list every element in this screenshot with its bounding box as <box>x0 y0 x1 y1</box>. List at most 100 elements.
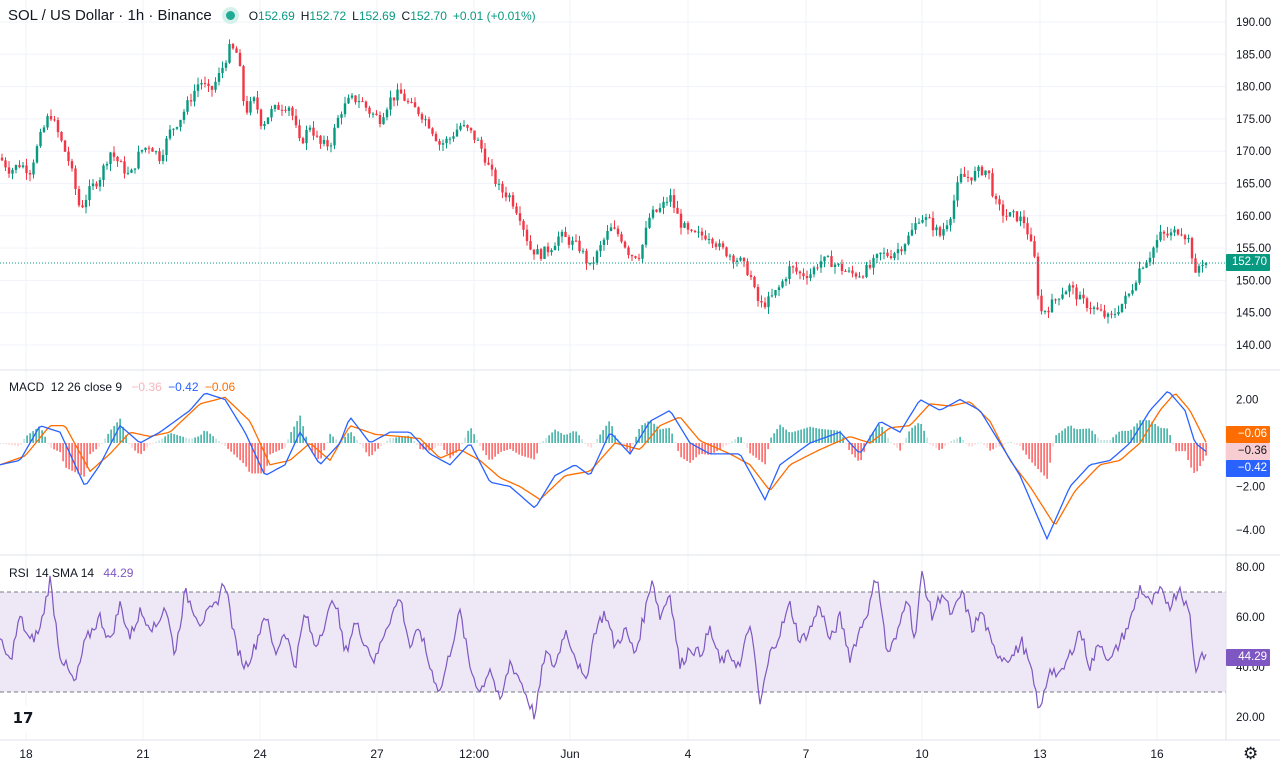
candle-body <box>53 119 56 121</box>
macd-hist-bar <box>44 436 46 443</box>
candle-body <box>613 227 616 229</box>
macd-hist-bar <box>824 429 826 443</box>
macd-hist-bar <box>881 426 883 443</box>
macd-hist-bar <box>533 443 535 460</box>
macd-legend[interactable]: MACD 12 26 close 9 −0.36 −0.42 −0.06 <box>9 380 235 394</box>
macd-hist-bar <box>92 443 94 452</box>
candle-body <box>130 169 133 173</box>
price-axis[interactable]: 190.00 185.00 180.00 175.00 170.00 165.00 160.… <box>1236 17 1271 352</box>
macd-hist-bar <box>419 443 421 450</box>
candle-body <box>392 97 396 101</box>
macd-hist-bar <box>311 443 313 453</box>
candle-body <box>819 261 823 268</box>
macd-hist-bar <box>308 443 310 448</box>
macd-hist-bar <box>1013 443 1015 444</box>
macd-hist-bar <box>1016 443 1018 445</box>
macd-hist-bar <box>704 443 706 455</box>
candle-body <box>623 241 627 248</box>
macd-hist-bar <box>1118 431 1120 443</box>
candle-body <box>602 239 606 246</box>
candle-body <box>718 243 721 247</box>
macd-hist-bar <box>638 428 640 443</box>
macd-hist-bar <box>392 437 394 443</box>
gear-icon[interactable]: ⚙ <box>1243 744 1259 763</box>
time-axis[interactable]: 18 21 24 27 12:00 Jun 4 7 10 13 16 <box>19 747 1164 761</box>
macd-hist-bar <box>869 435 871 443</box>
candle-body <box>903 244 907 252</box>
candle-body <box>294 115 298 126</box>
macd-hist-bar <box>659 429 661 443</box>
macd-hist-bar <box>911 427 913 443</box>
macd-hist-bar <box>1028 443 1030 460</box>
candle-body <box>1124 295 1127 304</box>
macd-hist-bar <box>455 443 457 453</box>
rsi-title: RSI <box>9 566 30 580</box>
macd-hist-bar <box>875 428 877 443</box>
candle-body <box>746 261 749 276</box>
candle-body <box>588 262 592 264</box>
candle-body <box>1078 294 1082 300</box>
candle-body <box>158 151 161 162</box>
macd-hist-bar <box>803 428 805 443</box>
symbol-title[interactable]: SOL / US Dollar · 1h · Binance <box>8 7 212 24</box>
candle-body <box>32 162 35 175</box>
macd-hist-bar <box>830 429 832 443</box>
candle-body <box>252 97 256 102</box>
candle-body <box>490 164 494 170</box>
macd-title: MACD <box>9 380 45 394</box>
macd-hist-bar <box>59 443 61 453</box>
macd-hist-bar <box>1061 430 1063 443</box>
macd-hist-bar <box>188 438 190 443</box>
macd-axis[interactable]: 2.00 −2.00 −4.00 <box>1236 395 1265 538</box>
macd-hist-bar <box>908 431 910 443</box>
candle-body <box>882 252 886 254</box>
macd-hist-bar <box>650 421 652 443</box>
candle-body <box>921 219 924 223</box>
symbol-legend[interactable]: SOL / US Dollar · 1h · Binance O152.69 H… <box>8 7 536 24</box>
time-tick-label: 7 <box>803 747 810 761</box>
candle-body <box>322 139 326 144</box>
macd-hist-bar <box>899 443 901 451</box>
macd-hist-bar <box>968 443 970 447</box>
macd-hist-bar <box>269 443 271 455</box>
macd-hist-bar <box>776 428 778 443</box>
candle-body <box>777 287 781 291</box>
candle-body <box>39 131 42 147</box>
macd-hist-bar <box>224 443 226 447</box>
macd-hist-bar <box>1139 420 1141 443</box>
candle-body <box>1204 262 1208 265</box>
macd-hist-bar <box>332 436 334 443</box>
candle-body <box>60 132 63 141</box>
macd-hist-bar <box>1064 428 1066 443</box>
candle-body <box>1005 215 1008 217</box>
candle-body <box>935 227 938 231</box>
macd-hist-bar <box>323 443 325 451</box>
macd-hist-bar <box>854 443 856 458</box>
macd-hist-bar <box>56 443 58 451</box>
price-tick-label: 165.00 <box>1236 179 1271 191</box>
candle-body <box>984 170 987 176</box>
macd-hist-bar <box>728 443 730 444</box>
candle-body <box>686 223 690 230</box>
macd-hist-bar <box>383 443 385 444</box>
time-tick-label: 21 <box>136 747 150 761</box>
macd-hist-bar <box>437 443 439 446</box>
macd-hist-bar <box>989 443 991 451</box>
candle-body <box>326 139 329 147</box>
candle-body <box>809 274 812 279</box>
tradingview-logo-icon[interactable]: 𝟭𝟳 <box>4 706 42 732</box>
macd-hist-bar <box>851 443 853 455</box>
macd-hist-bar <box>941 443 943 449</box>
macd-hist-bar <box>1031 443 1033 463</box>
candle-body <box>504 192 508 198</box>
rsi-legend[interactable]: RSI 14 SMA 14 44.29 <box>9 566 133 580</box>
macd-hist-bar <box>878 424 880 443</box>
macd-hist-bar <box>674 442 676 444</box>
candle-body <box>749 275 753 277</box>
macd-hist-bar <box>176 434 178 443</box>
macd-hist-bar <box>215 438 217 443</box>
macd-hist-bar <box>749 443 751 454</box>
